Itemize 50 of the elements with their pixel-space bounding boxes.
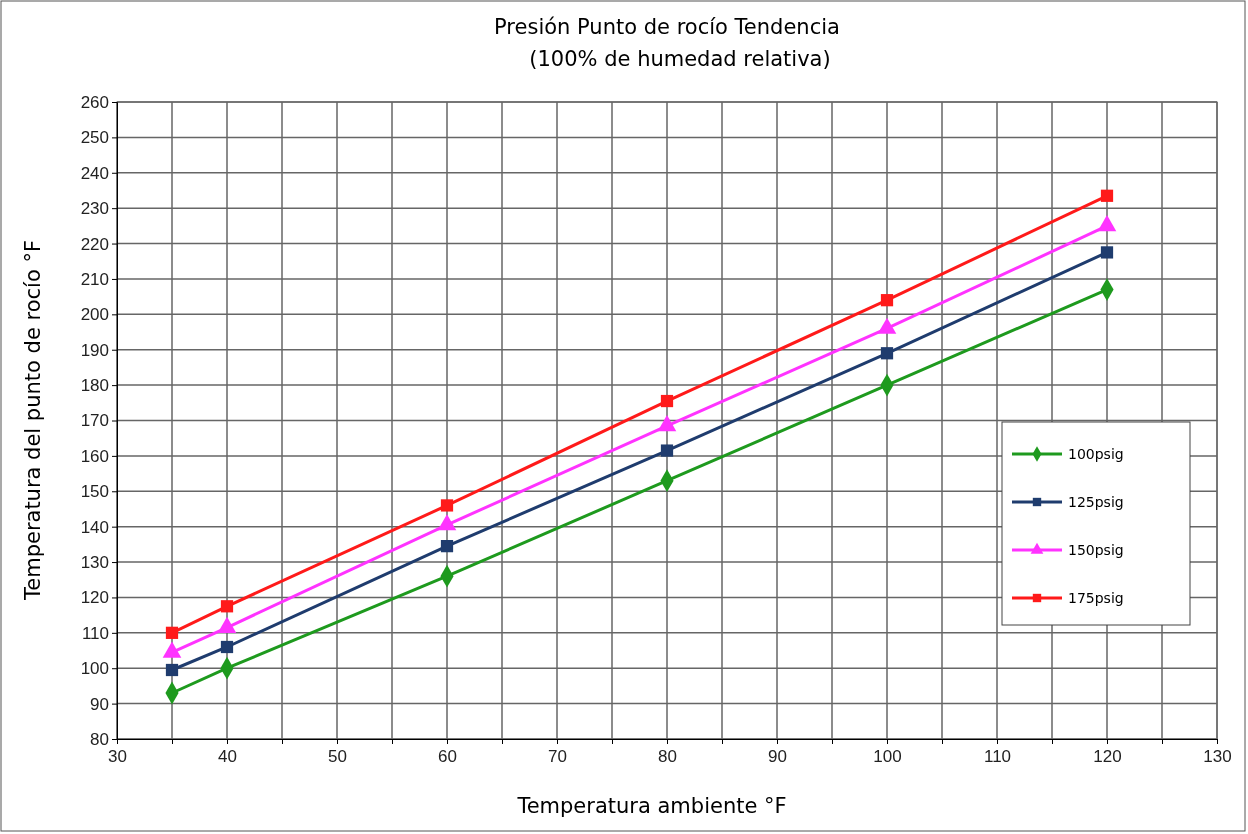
x-tick-label: 50 (328, 747, 347, 767)
y-tick-label: 160 (80, 446, 109, 466)
y-axis-title: Temperatura del punto de rocío °F (21, 239, 45, 602)
y-tick-label: 150 (80, 482, 109, 502)
x-tick-label: 100 (873, 747, 902, 767)
point (880, 294, 894, 307)
y-tick-label: 210 (80, 269, 109, 289)
legend-label: 150psig (1068, 542, 1124, 558)
y-tick-label: 190 (80, 340, 109, 360)
y-tick-label: 220 (80, 234, 109, 254)
point (440, 499, 454, 512)
x-tick-label: 70 (548, 747, 567, 767)
y-tick-label: 100 (80, 659, 109, 679)
y-tick-label: 120 (80, 588, 109, 608)
x-tick-label: 60 (438, 747, 457, 767)
y-tick-label: 240 (80, 163, 109, 183)
point (220, 600, 234, 613)
chart-title: Presión Punto de rocío Tendencia (494, 15, 840, 39)
x-tick-label: 30 (108, 747, 127, 767)
x-tick-label: 130 (1203, 747, 1232, 767)
y-tick-label: 130 (80, 553, 109, 572)
point (880, 347, 894, 360)
x-tick-label: 110 (983, 747, 1012, 767)
y-tick-label: 170 (80, 411, 109, 431)
y-tick-label: 260 (80, 92, 109, 112)
point (165, 626, 179, 639)
point (660, 394, 674, 408)
y-tick-label: 90 (90, 694, 109, 714)
x-axis-title: Temperatura ambiente °F (516, 794, 787, 818)
chart-subtitle: (100% de humedad relativa) (529, 47, 831, 71)
y-tick-label: 230 (80, 199, 109, 219)
point (1100, 246, 1114, 259)
point (440, 540, 454, 553)
point (660, 444, 674, 457)
point (220, 640, 234, 654)
x-tick-label: 80 (658, 747, 677, 767)
point (1100, 189, 1114, 202)
y-tick-label: 80 (90, 729, 109, 749)
x-tick-label: 90 (768, 747, 787, 767)
legend-label: 175psig (1068, 590, 1124, 606)
y-tick-label: 250 (80, 128, 109, 148)
y-tick-label: 110 (81, 623, 109, 643)
point (165, 663, 179, 677)
y-tick-label: 140 (80, 517, 109, 537)
legend-label: 100psig (1068, 446, 1124, 462)
x-tick-label: 120 (1093, 747, 1122, 767)
y-tick-label: 180 (80, 376, 109, 396)
x-tick-label: 40 (218, 747, 237, 767)
legend-label: 125psig (1068, 494, 1124, 510)
y-tick-label: 200 (80, 305, 109, 325)
